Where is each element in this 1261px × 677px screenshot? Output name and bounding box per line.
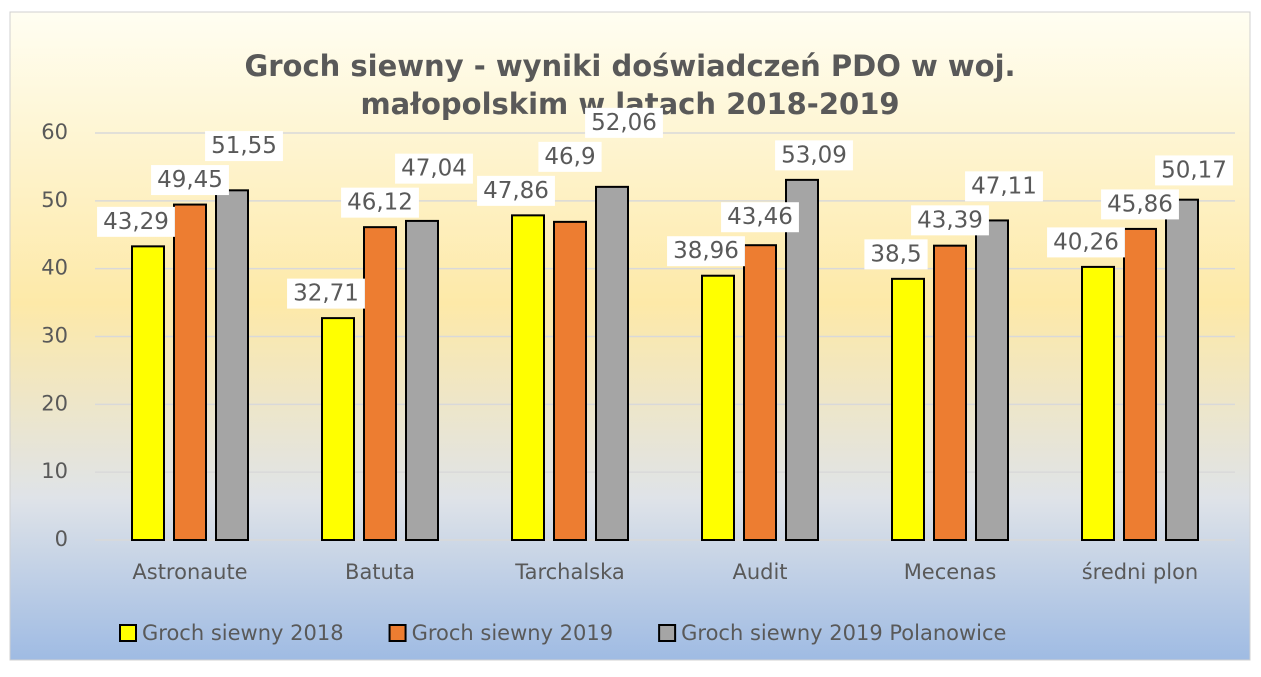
bar	[891, 277, 925, 541]
data-label-background	[97, 206, 175, 237]
data-label-background	[1155, 155, 1233, 186]
data-label: 51,55	[211, 133, 277, 159]
data-label: 38,96	[673, 238, 739, 264]
y-tick-label: 10	[41, 459, 68, 483]
data-label-group: 38,96	[667, 236, 745, 267]
data-label: 47,11	[971, 173, 1037, 199]
chart-title: Groch siewny - wyniki doświadczeń PDO w …	[244, 49, 1015, 83]
data-label-group: 46,12	[341, 187, 419, 218]
data-label-group: 45,86	[1101, 189, 1179, 220]
data-label-background	[395, 153, 473, 184]
x-tick-label: Audit	[732, 560, 787, 584]
data-label-group: 50,17	[1155, 155, 1233, 186]
bar	[173, 203, 207, 541]
data-label: 38,5	[870, 241, 921, 267]
y-tick-label: 60	[41, 120, 68, 144]
x-tick-label: Mecenas	[904, 560, 997, 584]
bar	[405, 219, 439, 542]
data-label-group: 51,55	[205, 131, 283, 162]
data-label-background	[965, 171, 1043, 202]
legend-swatch	[119, 624, 137, 642]
data-label: 32,71	[293, 281, 359, 307]
data-label-group: 49,45	[151, 165, 229, 196]
bar	[975, 219, 1009, 541]
data-label: 49,45	[157, 167, 223, 193]
y-tick-label: 50	[41, 188, 68, 212]
data-label: 47,04	[401, 156, 467, 182]
bar	[215, 189, 249, 542]
data-label-background	[205, 131, 283, 162]
bar	[743, 244, 777, 542]
bar	[363, 226, 397, 541]
bar	[1081, 265, 1115, 541]
data-label: 52,06	[591, 110, 657, 136]
data-label-group: 47,04	[395, 153, 473, 184]
data-label-group: 40,26	[1047, 227, 1125, 258]
x-tick-label: Tarchalska	[514, 560, 625, 584]
data-label-background	[911, 205, 989, 236]
data-label: 45,86	[1107, 191, 1173, 217]
bar	[785, 178, 819, 541]
legend-swatch	[388, 624, 407, 642]
data-label: 43,46	[727, 204, 793, 230]
legend-swatch	[658, 624, 677, 642]
data-label-group: 47,11	[965, 171, 1043, 202]
bar	[553, 220, 587, 541]
bar	[1123, 227, 1157, 542]
data-label: 46,12	[347, 190, 413, 216]
data-label-background	[477, 175, 555, 206]
bar	[933, 244, 967, 541]
data-label-background	[864, 239, 928, 270]
bar	[701, 274, 735, 541]
y-tick-label: 40	[41, 256, 68, 280]
data-label-background	[775, 140, 853, 171]
y-tick-label: 20	[41, 391, 68, 415]
data-label-group: 52,06	[585, 107, 663, 138]
data-label: 43,39	[917, 207, 983, 233]
y-tick-label: 0	[55, 527, 68, 551]
data-label: 40,26	[1053, 229, 1119, 255]
data-label-background	[585, 107, 663, 138]
data-label-group: 47,86	[477, 175, 555, 206]
x-tick-label: Batuta	[345, 560, 415, 584]
data-label-background	[151, 165, 229, 196]
data-label: 53,09	[781, 142, 847, 168]
data-label-group: 43,39	[911, 205, 989, 236]
data-label-group: 53,09	[775, 140, 853, 171]
legend: Groch siewny 2018 Groch siewny 2019 Groch …	[119, 621, 1006, 645]
chart-title-group: Groch siewny - wyniki doświadczeń PDO w …	[244, 49, 1015, 121]
legend-label: Groch siewny 2018	[142, 621, 344, 645]
bar	[321, 317, 355, 541]
legend-label: Groch siewny 2019 Polanowice	[681, 621, 1006, 645]
data-label-background	[1047, 227, 1125, 258]
data-label-background	[341, 187, 419, 218]
data-label-group: 38,5	[864, 239, 928, 270]
data-label: 47,86	[483, 178, 549, 204]
data-label: 43,29	[103, 209, 169, 235]
data-label-background	[287, 278, 365, 309]
bar	[1165, 198, 1199, 541]
data-label-group: 43,46	[721, 202, 799, 233]
x-tick-label: średni plon	[1082, 560, 1199, 584]
data-label: 46,9	[544, 144, 595, 170]
bar	[511, 214, 545, 541]
legend-label: Groch siewny 2019	[412, 621, 614, 645]
bar	[131, 245, 165, 542]
data-label-group: 46,9	[538, 141, 602, 172]
data-label-group: 43,29	[97, 206, 175, 237]
data-label: 50,17	[1161, 157, 1227, 183]
data-label-background	[538, 141, 602, 172]
data-label-group: 32,71	[287, 278, 365, 309]
x-tick-label: Astronaute	[132, 560, 247, 584]
data-label-background	[1101, 189, 1179, 220]
y-tick-label: 30	[41, 324, 68, 348]
bar	[595, 185, 629, 541]
data-label-background	[721, 202, 799, 233]
data-label-background	[667, 236, 745, 267]
